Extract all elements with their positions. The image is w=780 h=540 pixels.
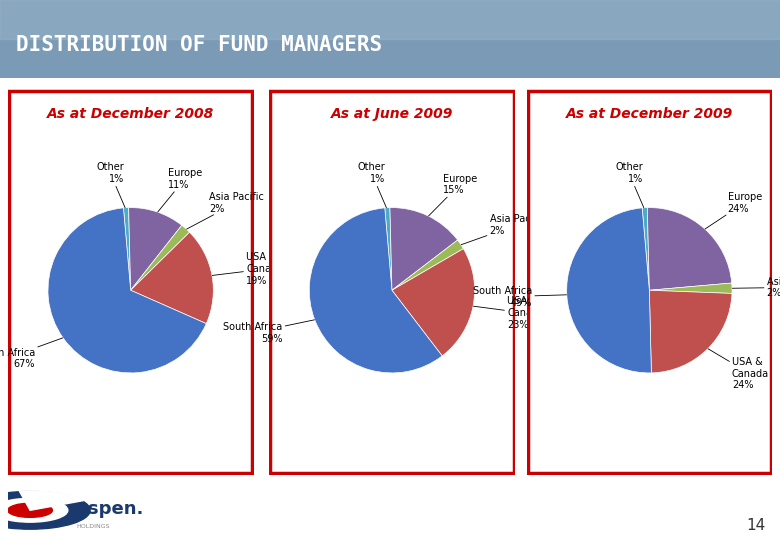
- Text: As at December 2008: As at December 2008: [47, 107, 214, 121]
- Wedge shape: [131, 232, 213, 323]
- Text: South Africa
59%: South Africa 59%: [223, 320, 314, 343]
- Wedge shape: [129, 207, 182, 291]
- Text: HOLDINGS: HOLDINGS: [76, 524, 110, 529]
- Wedge shape: [392, 248, 474, 356]
- Text: USA &
Canada
19%: USA & Canada 19%: [212, 253, 283, 286]
- Wedge shape: [0, 498, 68, 522]
- Text: Asia Pacific
2%: Asia Pacific 2%: [186, 192, 264, 229]
- Wedge shape: [390, 207, 458, 291]
- Wedge shape: [0, 491, 90, 529]
- Wedge shape: [123, 207, 131, 291]
- Wedge shape: [131, 225, 190, 291]
- Text: Asia Pacific
2%: Asia Pacific 2%: [461, 214, 544, 245]
- Text: aspen.: aspen.: [76, 500, 144, 518]
- Text: 14: 14: [746, 518, 765, 534]
- Wedge shape: [567, 208, 651, 373]
- Wedge shape: [385, 207, 392, 291]
- Bar: [0, 0, 780, 39]
- Text: USA &
Canada
24%: USA & Canada 24%: [708, 349, 769, 390]
- Text: Europe
11%: Europe 11%: [158, 168, 202, 212]
- Wedge shape: [392, 240, 463, 291]
- Text: Other
1%: Other 1%: [358, 162, 386, 207]
- Wedge shape: [649, 291, 732, 373]
- Text: Europe
24%: Europe 24%: [705, 192, 762, 229]
- Text: Asia Pacific
2%: Asia Pacific 2%: [732, 276, 780, 298]
- Text: South Africa
67%: South Africa 67%: [0, 338, 63, 369]
- Text: DISTRIBUTION OF FUND MANAGERS: DISTRIBUTION OF FUND MANAGERS: [16, 36, 381, 56]
- FancyBboxPatch shape: [271, 91, 513, 473]
- FancyBboxPatch shape: [9, 91, 252, 473]
- Text: South Africa
49%: South Africa 49%: [473, 286, 566, 308]
- Wedge shape: [20, 491, 83, 510]
- Wedge shape: [310, 208, 442, 373]
- Wedge shape: [48, 208, 206, 373]
- Text: USA &
Canada
23%: USA & Canada 23%: [473, 296, 544, 329]
- Text: Europe
15%: Europe 15%: [428, 173, 477, 216]
- Wedge shape: [642, 207, 649, 291]
- Wedge shape: [647, 207, 732, 291]
- Text: As at June 2009: As at June 2009: [331, 107, 453, 121]
- Wedge shape: [649, 283, 732, 293]
- Text: Other
1%: Other 1%: [97, 162, 125, 207]
- Text: As at December 2009: As at December 2009: [566, 107, 733, 121]
- FancyBboxPatch shape: [528, 91, 771, 473]
- Wedge shape: [8, 503, 52, 517]
- Text: Other
1%: Other 1%: [615, 162, 644, 207]
